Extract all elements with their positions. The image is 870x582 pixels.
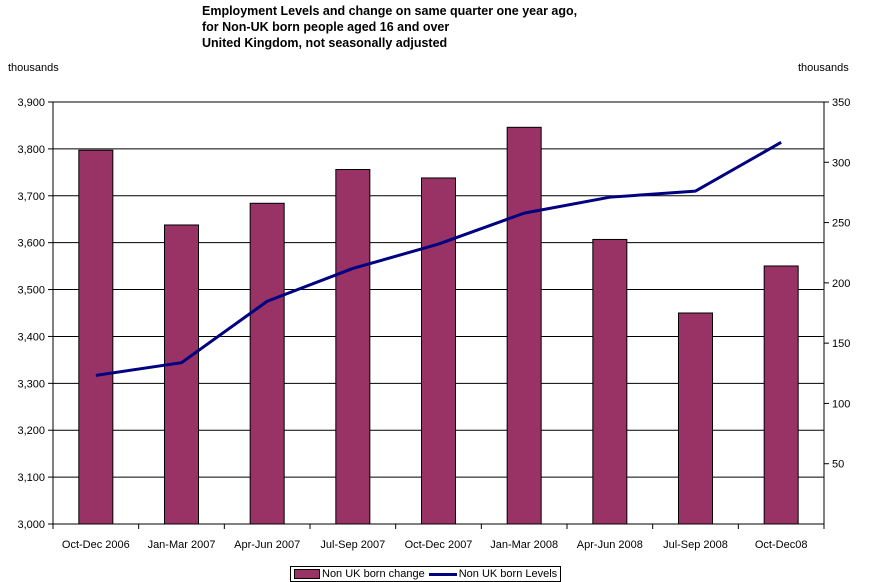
right-axis-tick-label: 150	[832, 338, 850, 350]
left-axis-tick-label: 3,500	[17, 285, 45, 297]
x-axis-tick-label: Oct-Dec08	[755, 539, 808, 551]
x-axis-tick-label: Jan-Mar 2008	[490, 539, 558, 551]
left-axis-tick-label: 3,100	[17, 472, 45, 484]
left-axis-tick-label: 3,300	[17, 378, 45, 390]
left-axis-tick-label: 3,000	[17, 519, 45, 531]
series-line	[95, 141, 782, 377]
bar	[164, 224, 199, 525]
right-axis-tick-label: 100	[832, 398, 850, 410]
right-axis-unit-label: thousands	[798, 62, 849, 74]
bar	[592, 238, 628, 525]
left-axis-tick-label: 3,200	[17, 425, 45, 437]
right-axis-tick-label: 200	[832, 278, 850, 290]
chart-title-line-1: Employment Levels and change on same qua…	[202, 4, 578, 18]
bar	[678, 312, 713, 525]
right-axis-tick-label: 350	[832, 97, 850, 109]
x-axis-tick-label: Jul-Sep 2007	[320, 539, 385, 551]
x-axis-tick-label: Jul-Sep 2008	[663, 539, 728, 551]
chart-title-line-2: for Non-UK born people aged 16 and over	[202, 20, 450, 34]
x-axis-tick-label: Apr-Jun 2008	[577, 539, 643, 551]
right-axis-tick-label: 250	[832, 218, 850, 230]
legend-label-levels: Non UK born Levels	[458, 568, 558, 580]
left-axis-tick-label: 3,900	[17, 97, 45, 109]
left-axis-tick-label: 3,700	[17, 191, 45, 203]
right-axis-tick-label: 50	[832, 459, 844, 471]
bar	[763, 265, 799, 525]
x-axis-tick-label: Jan-Mar 2007	[148, 539, 216, 551]
bar	[335, 169, 371, 525]
x-axis-tick-label: Apr-Jun 2007	[234, 539, 300, 551]
bar	[78, 149, 114, 525]
legend-swatch-bar	[294, 569, 320, 579]
left-axis-tick-label: 3,400	[17, 331, 45, 343]
chart-title-line-3: United Kingdom, not seasonally adjusted	[202, 36, 448, 50]
legend-swatch-line	[428, 572, 457, 576]
x-axis-tick-label: Oct-Dec 2006	[62, 539, 130, 551]
left-axis-tick-label: 3,600	[17, 238, 45, 250]
chart-legend: Non UK born change Non UK born Levels	[290, 566, 562, 582]
left-axis-tick-label: 3,800	[17, 144, 45, 156]
bar	[249, 202, 285, 525]
x-axis-tick-label: Oct-Dec 2007	[405, 539, 473, 551]
legend-label-change: Non UK born change	[322, 568, 425, 580]
left-axis-unit-label: thousands	[8, 62, 59, 74]
bar	[506, 126, 542, 525]
right-axis-tick-label: 300	[832, 157, 850, 169]
bar	[421, 177, 456, 525]
